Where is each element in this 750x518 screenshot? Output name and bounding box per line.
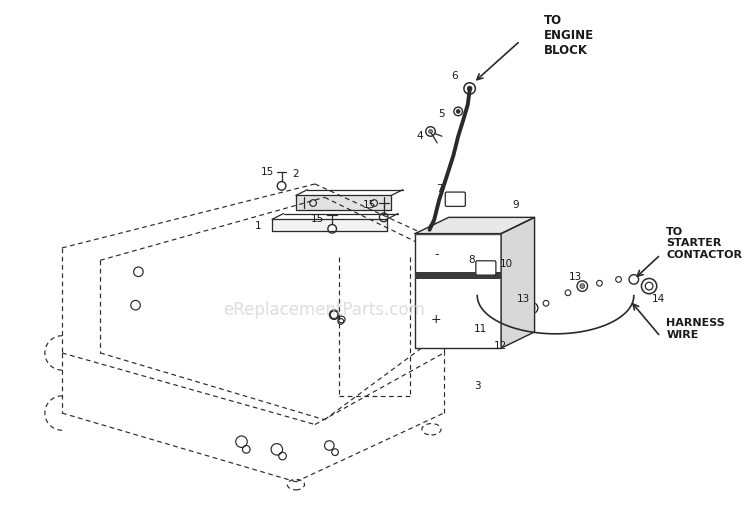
Text: eReplacementParts.com: eReplacementParts.com: [224, 301, 425, 319]
Text: TO
STARTER
CONTACTOR: TO STARTER CONTACTOR: [666, 226, 742, 260]
Polygon shape: [272, 219, 386, 231]
Circle shape: [530, 306, 535, 310]
Text: 13: 13: [569, 271, 582, 282]
Text: 13: 13: [517, 294, 530, 304]
Text: 6: 6: [451, 71, 458, 81]
Text: 15: 15: [311, 214, 325, 224]
Bar: [416, 234, 501, 348]
Bar: [416, 272, 501, 279]
Circle shape: [641, 279, 657, 294]
Circle shape: [476, 223, 488, 235]
Circle shape: [616, 277, 622, 282]
Circle shape: [580, 284, 585, 289]
Circle shape: [278, 182, 286, 190]
FancyBboxPatch shape: [446, 192, 465, 206]
Text: 1: 1: [254, 221, 261, 231]
Circle shape: [467, 86, 472, 91]
Text: 4: 4: [417, 131, 423, 141]
Circle shape: [596, 280, 602, 286]
Text: +: +: [431, 313, 442, 326]
Text: 15: 15: [363, 200, 376, 210]
Text: 15: 15: [261, 167, 274, 177]
Circle shape: [481, 294, 490, 303]
Text: 5: 5: [439, 109, 446, 119]
Circle shape: [380, 213, 388, 222]
Text: 11: 11: [473, 324, 487, 334]
Ellipse shape: [422, 424, 441, 435]
Text: 14: 14: [652, 294, 665, 304]
Text: 2: 2: [292, 169, 299, 179]
Polygon shape: [296, 195, 392, 210]
Text: -: -: [434, 248, 439, 261]
Text: 9: 9: [512, 200, 519, 210]
Text: 12: 12: [494, 341, 507, 351]
Circle shape: [424, 228, 436, 239]
Polygon shape: [416, 218, 535, 234]
Circle shape: [456, 109, 460, 113]
Ellipse shape: [287, 479, 304, 490]
Text: TO
ENGINE
BLOCK: TO ENGINE BLOCK: [544, 13, 594, 56]
Text: 7: 7: [436, 184, 442, 194]
Circle shape: [426, 127, 435, 136]
Text: 8: 8: [468, 255, 475, 265]
Circle shape: [428, 130, 433, 133]
Text: 3: 3: [474, 381, 481, 391]
Circle shape: [512, 309, 518, 315]
Text: 10: 10: [500, 259, 512, 269]
Circle shape: [427, 231, 433, 236]
Circle shape: [328, 224, 337, 233]
Circle shape: [565, 290, 571, 296]
FancyBboxPatch shape: [476, 261, 496, 275]
Text: HARNESS
WIRE: HARNESS WIRE: [666, 318, 725, 340]
Polygon shape: [501, 218, 535, 348]
Circle shape: [543, 300, 549, 306]
Circle shape: [428, 223, 440, 235]
